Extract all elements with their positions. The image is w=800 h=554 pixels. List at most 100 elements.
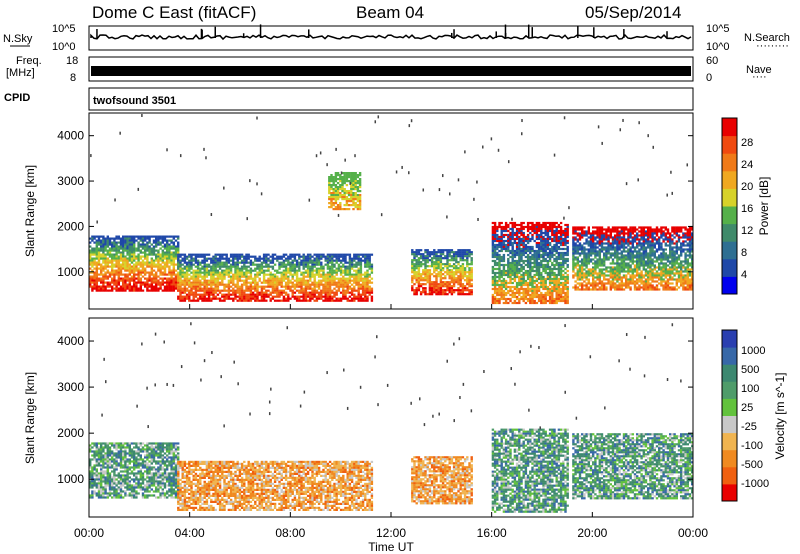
data-cell	[559, 273, 563, 277]
data-cell	[564, 231, 567, 235]
data-cell	[214, 265, 217, 268]
data-cell	[300, 277, 303, 280]
data-cell	[437, 275, 440, 278]
data-cell	[126, 261, 129, 264]
data-cell	[177, 277, 180, 280]
data-cell	[258, 269, 261, 272]
data-cell	[341, 178, 344, 181]
data-cell	[344, 257, 347, 260]
data-cell	[546, 233, 550, 237]
data-cell	[339, 186, 342, 189]
data-cell	[587, 280, 590, 283]
data-cell	[306, 257, 310, 260]
data-cell	[317, 271, 321, 274]
data-cell	[413, 291, 416, 294]
data-cell	[100, 265, 103, 268]
data-cell	[106, 237, 109, 240]
data-cell	[533, 295, 536, 299]
data-cell	[258, 271, 261, 274]
data-cell	[278, 255, 281, 258]
data-cell	[300, 291, 303, 294]
data-cell	[93, 251, 96, 254]
noise-trace	[90, 24, 692, 41]
data-cell	[273, 289, 277, 292]
data-cell	[531, 229, 534, 233]
data-cell	[417, 249, 421, 252]
data-cell	[334, 180, 338, 183]
data-cell	[522, 289, 525, 293]
data-cell	[544, 257, 547, 261]
data-cell	[278, 257, 281, 260]
data-cell	[146, 255, 149, 258]
data-cell	[295, 281, 299, 284]
data-cell	[328, 206, 331, 209]
data-cell	[511, 251, 514, 255]
data-cell	[422, 253, 425, 256]
data-cell	[225, 267, 228, 270]
data-cell	[413, 283, 416, 286]
data-cell	[278, 299, 281, 302]
data-cell	[348, 285, 352, 288]
data-cell	[322, 273, 325, 276]
data-cell	[311, 297, 314, 300]
data-cell	[155, 237, 158, 240]
data-cell	[194, 259, 198, 262]
data-cell	[113, 255, 116, 258]
data-cell	[592, 250, 595, 253]
data-cell	[585, 258, 588, 261]
data-cell	[152, 279, 156, 282]
data-cell	[355, 263, 358, 266]
data-cell	[298, 295, 301, 298]
data-cell	[542, 299, 545, 303]
data-cell	[130, 271, 134, 274]
data-cell	[515, 263, 519, 267]
data-cell	[518, 297, 521, 301]
data-cell	[245, 267, 248, 270]
data-cell	[177, 253, 180, 256]
data-cell	[544, 295, 547, 299]
data-cell	[339, 259, 343, 262]
data-cell	[359, 293, 363, 296]
data-cell	[347, 180, 351, 183]
data-cell	[339, 273, 343, 276]
data-cell	[289, 289, 292, 292]
data-cell	[551, 229, 554, 233]
data-cell	[243, 295, 246, 298]
data-cell	[562, 261, 565, 265]
data-cell	[332, 192, 335, 195]
data-cell	[135, 285, 138, 288]
data-cell	[331, 273, 334, 276]
data-cell	[234, 275, 237, 278]
data-cell	[524, 301, 528, 305]
data-cell	[437, 261, 440, 264]
data-cell	[119, 245, 123, 248]
data-cell	[603, 258, 606, 261]
data-cell	[559, 247, 563, 251]
data-cell	[218, 281, 222, 284]
data-cell	[260, 269, 264, 272]
data-cell	[300, 255, 303, 258]
data-cell	[172, 235, 175, 238]
data-cell	[298, 267, 301, 270]
data-cell	[548, 271, 552, 275]
data-cell	[576, 274, 579, 277]
data-cell	[551, 253, 554, 257]
data-cell	[417, 265, 421, 268]
data-cell	[572, 248, 575, 251]
data-cell	[574, 258, 577, 261]
data-cell	[157, 241, 160, 244]
data-cell	[207, 291, 211, 294]
data-cell	[491, 301, 495, 305]
data-cell	[342, 289, 345, 292]
data-cell	[605, 282, 608, 285]
data-cell	[265, 285, 268, 288]
data-cell	[533, 265, 536, 269]
data-cell	[439, 281, 443, 284]
data-cell	[95, 287, 98, 290]
data-cell	[578, 288, 582, 291]
data-cell	[598, 278, 601, 281]
data-cell	[254, 273, 257, 276]
data-cell	[455, 273, 458, 276]
data-cell	[287, 295, 290, 298]
data-cell	[498, 277, 501, 281]
